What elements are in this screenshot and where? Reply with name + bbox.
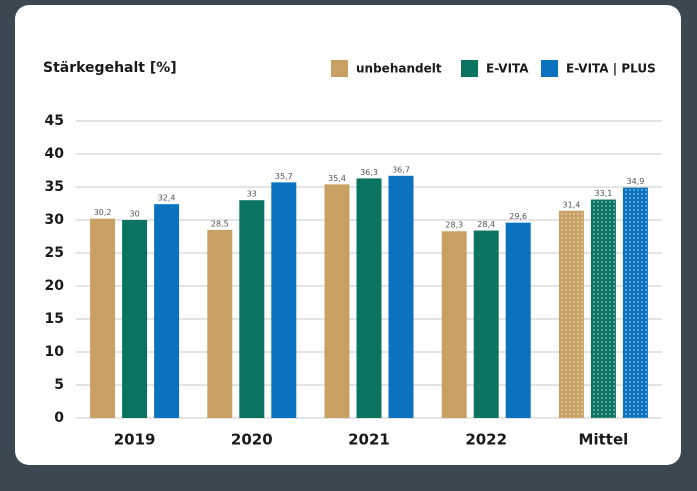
y-tick-label: 35 xyxy=(45,179,64,195)
y-tick-label: 10 xyxy=(45,344,65,360)
y-tick-label: 40 xyxy=(45,146,65,162)
data-label: 36,3 xyxy=(360,168,378,177)
data-label: 33,1 xyxy=(594,189,612,198)
data-label: 31,4 xyxy=(562,200,580,209)
x-tick-label: 2020 xyxy=(231,431,273,449)
bar xyxy=(388,175,414,418)
chart-title: Stärkegehalt [%] xyxy=(43,60,177,76)
bar xyxy=(122,220,148,418)
data-label: 28,5 xyxy=(211,219,229,228)
data-label: 30 xyxy=(130,210,140,219)
y-tick-label: 15 xyxy=(45,311,64,327)
y-tick-label: 45 xyxy=(45,113,64,129)
bar xyxy=(207,229,233,418)
y-tick-label: 5 xyxy=(54,377,64,393)
data-label: 28,4 xyxy=(477,220,495,229)
bar xyxy=(90,218,116,418)
data-label: 35,4 xyxy=(328,174,346,183)
legend-swatch xyxy=(541,60,558,77)
bar xyxy=(271,182,297,418)
bar xyxy=(441,231,467,418)
legend-swatch xyxy=(331,60,348,77)
data-label: 35,7 xyxy=(275,172,293,181)
data-label: 34,9 xyxy=(626,177,644,186)
bar-pattern xyxy=(590,199,616,418)
bar xyxy=(239,200,265,418)
y-tick-label: 0 xyxy=(54,410,64,426)
data-label: 36,7 xyxy=(392,165,410,174)
y-tick-label: 25 xyxy=(45,245,64,261)
data-label: 30,2 xyxy=(94,208,112,217)
x-tick-label: 2019 xyxy=(114,431,156,449)
bar xyxy=(324,184,350,418)
x-tick-label: 2022 xyxy=(465,431,507,449)
bar xyxy=(473,230,499,418)
data-label: 28,3 xyxy=(445,221,463,230)
legend-label: E-VITA | PLUS xyxy=(566,62,656,76)
x-tick-label: 2021 xyxy=(348,431,390,449)
y-tick-label: 30 xyxy=(45,212,65,228)
data-label: 29,6 xyxy=(509,212,527,221)
legend-label: unbehandelt xyxy=(356,62,442,76)
legend-swatch xyxy=(461,60,478,77)
x-tick-label: Mittel xyxy=(579,431,629,449)
legend-label: E-VITA xyxy=(486,62,529,76)
y-tick-label: 20 xyxy=(45,278,65,294)
bar xyxy=(505,222,531,418)
bar xyxy=(356,178,382,418)
bar-pattern xyxy=(622,187,648,418)
data-label: 32,4 xyxy=(158,194,176,203)
bar-pattern xyxy=(558,210,584,418)
bar xyxy=(154,204,180,418)
data-label: 33 xyxy=(247,190,257,199)
